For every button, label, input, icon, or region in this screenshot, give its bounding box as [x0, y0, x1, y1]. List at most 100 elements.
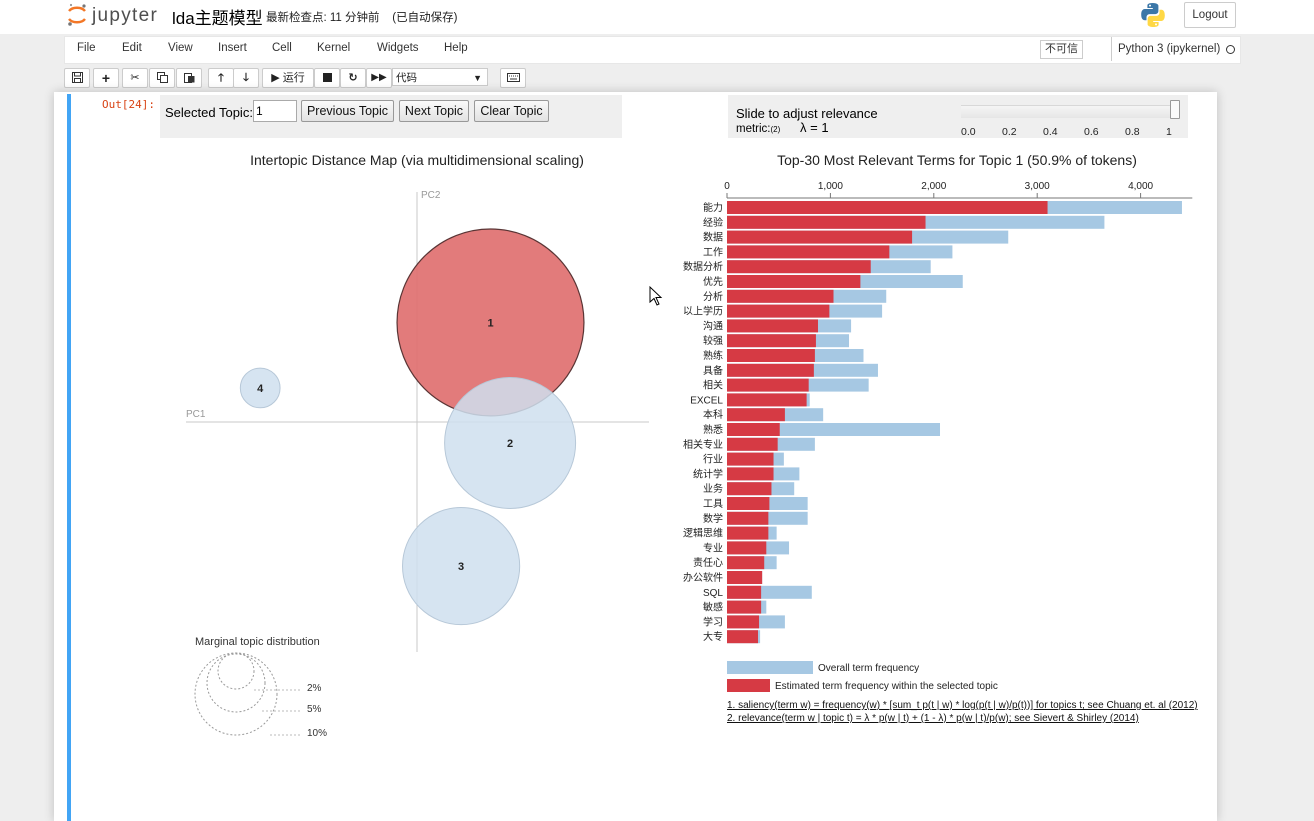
menu-insert[interactable]: Insert — [218, 42, 247, 54]
topic-circle-3[interactable] — [402, 507, 521, 626]
trust-button[interactable]: 不可信 — [1040, 40, 1083, 59]
bar-topic-25[interactable] — [727, 571, 763, 584]
bar-topic-17[interactable] — [727, 452, 774, 466]
bar-topic-10[interactable] — [727, 349, 815, 362]
term-label[interactable]: 办公软件 — [683, 571, 723, 584]
term-label[interactable]: 学习 — [703, 615, 723, 628]
term-label[interactable]: 专业 — [703, 541, 723, 554]
term-label[interactable]: 熟练 — [703, 349, 723, 362]
bar-topic-26[interactable] — [727, 585, 762, 599]
term-label[interactable]: 分析 — [703, 290, 723, 303]
bar-topic-14[interactable] — [727, 408, 785, 422]
restart-run-all-button[interactable]: ▶▶ — [366, 68, 392, 88]
kernel-name[interactable]: Python 3 (ipykernel) — [1111, 37, 1220, 61]
term-label[interactable]: 工具 — [703, 498, 723, 510]
term-label[interactable]: 统计学 — [693, 467, 723, 480]
bar-topic-9[interactable] — [727, 334, 816, 348]
bar-topic-0[interactable] — [727, 201, 1048, 214]
bar-topic-8[interactable] — [727, 319, 818, 333]
term-label[interactable]: 本科 — [703, 408, 723, 421]
bar-topic-5[interactable] — [727, 275, 861, 288]
bar-topic-3[interactable] — [727, 245, 890, 259]
run-button[interactable]: ▶ 运行 — [262, 68, 314, 88]
bar-topic-1[interactable] — [727, 215, 926, 229]
previous-topic-button[interactable]: Previous Topic — [301, 100, 394, 122]
bar-topic-24[interactable] — [727, 556, 765, 570]
menu-view[interactable]: View — [168, 42, 193, 54]
command-palette-button[interactable] — [500, 68, 526, 88]
cell-type-select[interactable]: 代码 ▼ — [392, 68, 488, 86]
bar-overall-15[interactable] — [727, 423, 941, 436]
term-label[interactable]: 数学 — [703, 512, 723, 525]
menu-edit[interactable]: Edit — [122, 42, 142, 54]
jupyter-logo[interactable]: jupyter — [66, 2, 166, 28]
bar-topic-6[interactable] — [727, 289, 834, 303]
bar-topic-12[interactable] — [727, 378, 809, 392]
bar-topic-19[interactable] — [727, 482, 772, 496]
menu-widgets[interactable]: Widgets — [377, 42, 419, 54]
bar-topic-28[interactable] — [727, 615, 760, 629]
topic-circle-2[interactable] — [444, 376, 577, 509]
menu-file[interactable]: File — [77, 42, 96, 54]
menu-cell[interactable]: Cell — [272, 42, 292, 54]
term-label[interactable]: 具备 — [703, 364, 723, 377]
legend-circle-2pct — [217, 652, 255, 690]
cut-button[interactable]: ✂ — [122, 68, 148, 88]
bar-topic-4[interactable] — [727, 260, 871, 274]
bar-topic-7[interactable] — [727, 304, 830, 318]
next-topic-button[interactable]: Next Topic — [399, 100, 469, 122]
term-label[interactable]: 能力 — [703, 201, 723, 214]
insert-cell-button[interactable]: + — [93, 68, 119, 88]
term-label[interactable]: 数据 — [703, 231, 723, 244]
term-label[interactable]: SQL — [703, 588, 723, 599]
term-label[interactable]: 相关 — [703, 379, 723, 392]
term-label[interactable]: 行业 — [703, 453, 723, 466]
clear-topic-button[interactable]: Clear Topic — [474, 100, 549, 122]
term-label[interactable]: 较强 — [703, 334, 723, 347]
bar-topic-16[interactable] — [727, 437, 778, 451]
x-tick-label: 1,000 — [818, 181, 843, 192]
term-label[interactable]: 工作 — [703, 246, 723, 258]
term-label[interactable]: 经验 — [703, 216, 723, 229]
topic-label-3: 3 — [458, 561, 464, 573]
term-label[interactable]: 数据分析 — [683, 260, 723, 273]
menu-kernel[interactable]: Kernel — [317, 42, 351, 54]
term-label[interactable]: EXCEL — [690, 395, 723, 406]
move-down-button[interactable]: 🡓 — [233, 68, 259, 88]
term-label[interactable]: 熟悉 — [703, 423, 723, 436]
python-logo-icon — [1141, 3, 1165, 27]
topic-circle-4[interactable] — [239, 367, 281, 409]
logout-button[interactable]: Logout — [1184, 2, 1236, 28]
bar-topic-21[interactable] — [727, 511, 769, 525]
bar-topic-22[interactable] — [727, 526, 769, 540]
restart-button[interactable]: ↻ — [340, 68, 366, 88]
lambda-slider-track[interactable] — [961, 105, 1179, 118]
term-label[interactable]: 逻辑思维 — [683, 527, 723, 540]
bar-topic-29[interactable] — [727, 630, 759, 644]
bar-topic-11[interactable] — [727, 363, 814, 377]
selected-topic-input[interactable] — [253, 100, 297, 122]
bar-topic-23[interactable] — [727, 541, 767, 555]
lambda-slider-thumb[interactable] — [1170, 100, 1180, 119]
stop-button[interactable] — [314, 68, 340, 88]
term-label[interactable]: 敏感 — [703, 601, 723, 614]
term-label[interactable]: 沟通 — [703, 319, 723, 332]
bar-topic-18[interactable] — [727, 467, 774, 481]
save-button[interactable] — [64, 68, 90, 88]
bar-topic-2[interactable] — [727, 230, 913, 244]
menu-help[interactable]: Help — [444, 42, 468, 54]
dropdown-arrow-icon: ▼ — [473, 73, 482, 83]
copy-button[interactable] — [149, 68, 175, 88]
bar-topic-15[interactable] — [727, 423, 780, 436]
term-label[interactable]: 以上学历 — [683, 305, 723, 318]
paste-button[interactable] — [176, 68, 202, 88]
term-label[interactable]: 优先 — [703, 275, 723, 288]
term-label[interactable]: 大专 — [703, 630, 723, 643]
term-label[interactable]: 相关专业 — [683, 438, 723, 451]
bar-topic-27[interactable] — [727, 600, 762, 614]
notebook-name[interactable]: lda主题模型 — [172, 9, 263, 28]
bar-topic-20[interactable] — [727, 497, 770, 510]
bar-topic-13[interactable] — [727, 393, 807, 407]
term-label[interactable]: 责任心 — [693, 556, 723, 569]
term-label[interactable]: 业务 — [703, 482, 723, 495]
